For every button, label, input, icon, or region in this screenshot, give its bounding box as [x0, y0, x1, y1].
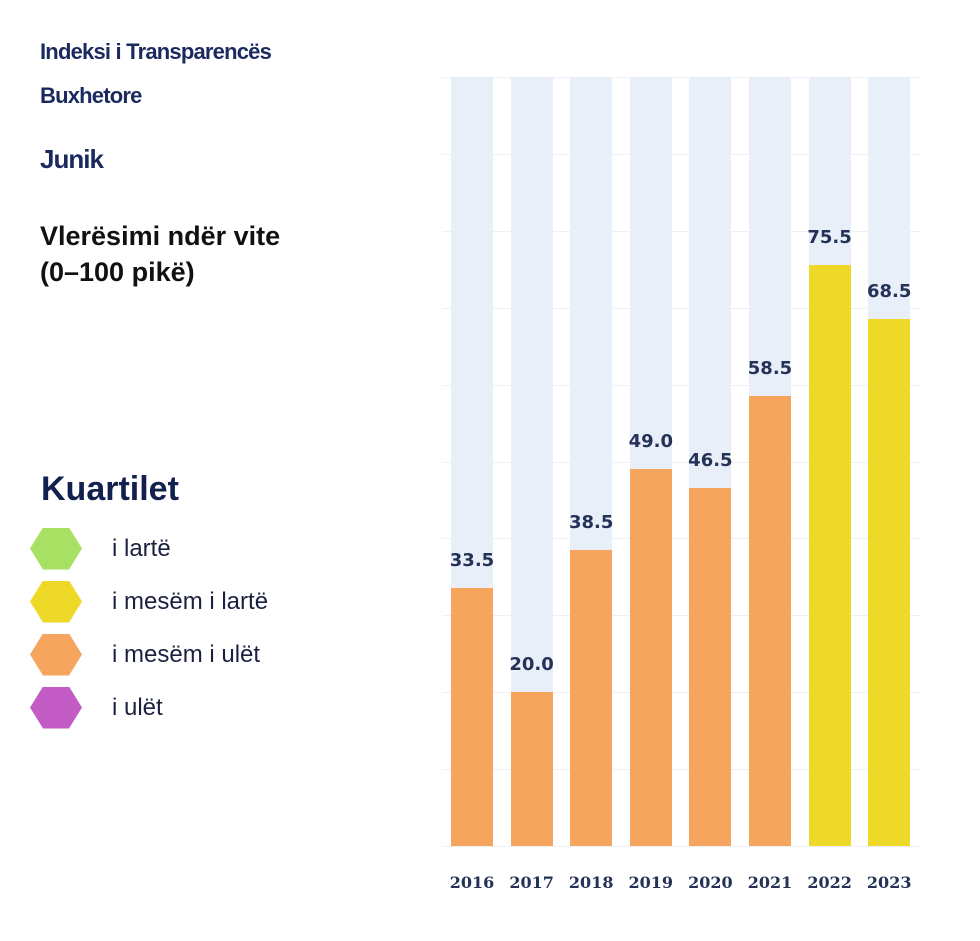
value-label: 75.5: [807, 227, 852, 249]
legend-item-mid-low: i mesëm i ulët: [30, 628, 268, 681]
title-line-2: Buxhetore: [40, 83, 142, 108]
bar-2022: [808, 265, 851, 846]
hexagon-icon: [30, 633, 82, 676]
legend-item-high: i lartë: [30, 522, 268, 575]
x-tick-label: 2023: [866, 873, 912, 892]
x-tick-label: 2020: [688, 873, 733, 892]
legend-item-mid-high: i mesëm i lartë: [30, 575, 268, 628]
chart-title: Indeksi i Transparencës Buxhetore: [40, 30, 272, 118]
value-label: 68.5: [866, 281, 912, 303]
x-tick-label: 2016: [449, 873, 495, 892]
value-label: 58.5: [747, 358, 793, 380]
hexagon-icon: [30, 580, 82, 623]
metric-description: Vlerësimi ndër vite (0–100 pikë): [40, 218, 280, 290]
bar-2021: [749, 396, 791, 846]
bar-2020: [689, 488, 732, 846]
legend-label: i lartë: [112, 534, 171, 562]
legend-label: i ulët: [112, 693, 163, 721]
bar-2018: [570, 549, 613, 846]
x-tick-label: 2017: [509, 873, 554, 892]
hexagon-icon: [30, 686, 82, 729]
legend-title: Kuartilet: [41, 470, 179, 508]
bar-chart-plot: 33.5 20.0 38.5 49.0 46.5 58.5 75.5 68.5: [442, 77, 920, 847]
legend-label: i mesëm i lartë: [112, 587, 269, 615]
value-label: 33.5: [449, 550, 495, 572]
legend-item-low: i ulët: [30, 681, 268, 734]
gridline: [442, 846, 920, 847]
gridline: [442, 307, 920, 309]
metric-line-1: Vlerësimi ndër vite: [40, 221, 281, 251]
title-line-1: Indeksi i Transparencës: [40, 39, 272, 64]
bar-2023: [868, 319, 911, 846]
bar-2017: [510, 692, 553, 846]
x-axis-labels: 2016 2017 2018 2019 2020 2021 2022 2023: [442, 873, 920, 897]
value-label: 38.5: [568, 511, 614, 533]
legend-label: i mesëm i ulët: [112, 640, 261, 668]
legend: i lartë i mesëm i lartë i mesëm i ulët i…: [30, 522, 268, 734]
gridline: [442, 77, 920, 78]
bar-2016: [451, 588, 493, 846]
bar-2019: [629, 469, 672, 846]
x-tick-label: 2019: [628, 873, 674, 892]
gridline: [442, 615, 920, 617]
gridline: [442, 230, 920, 232]
hexagon-icon: [30, 527, 82, 570]
value-label: 20.0: [509, 654, 554, 676]
value-label: 49.0: [628, 431, 673, 453]
gridline: [442, 153, 920, 155]
gridline: [442, 384, 920, 386]
x-tick-label: 2022: [807, 873, 852, 892]
gridline: [442, 538, 920, 540]
gridline: [442, 769, 920, 771]
x-tick-label: 2018: [568, 873, 614, 892]
x-tick-label: 2021: [747, 873, 793, 892]
metric-line-2: (0–100 pikë): [40, 257, 195, 287]
municipality-name: Junik: [40, 144, 104, 174]
gridline: [442, 692, 920, 694]
gridline: [442, 461, 920, 463]
value-label: 46.5: [688, 450, 733, 472]
